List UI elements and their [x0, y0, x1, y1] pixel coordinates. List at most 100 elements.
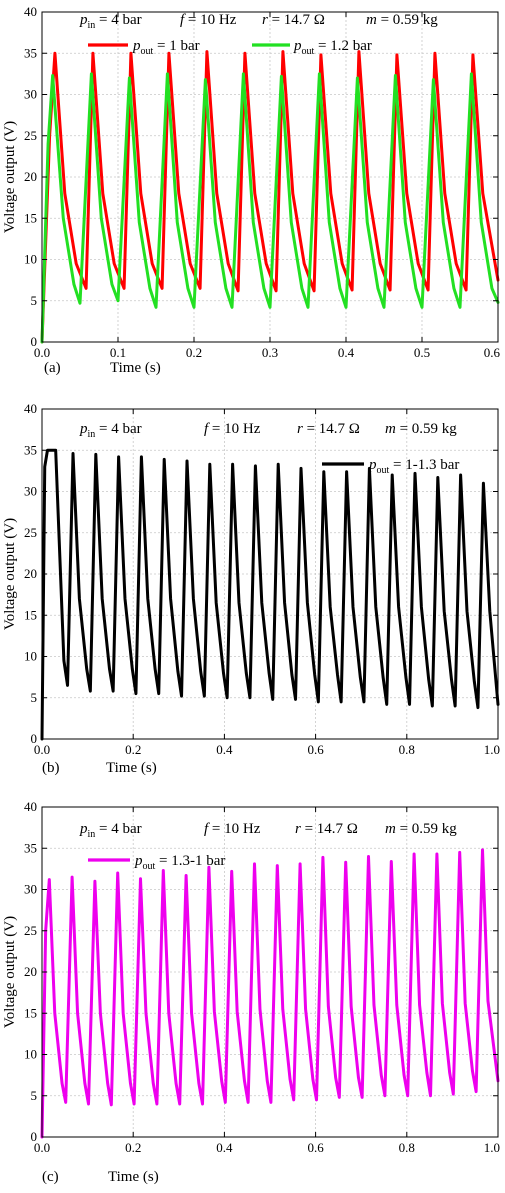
- annotation-r: r = 14.7 Ω: [297, 421, 360, 437]
- annotation-r-symbol: r: [295, 821, 301, 837]
- x-tick-label: 0.4: [216, 742, 233, 757]
- y-tick-label: 20: [24, 169, 37, 184]
- y-tick-label: 5: [31, 1088, 38, 1103]
- annotation-m-text: = 0.59 kg: [396, 821, 457, 837]
- annotation-pin-subscript: in: [88, 829, 96, 840]
- y-tick-label: 10: [24, 1047, 37, 1062]
- legend-label-1: pout = 1.3-1 bar: [134, 853, 225, 872]
- legend-label-2-subscript: out: [302, 46, 315, 57]
- annotation-f-symbol: f: [204, 821, 210, 837]
- annotation-r: r = 14.7 Ω: [262, 12, 325, 28]
- annotation-pin-text: = 4 bar: [95, 12, 141, 28]
- x-tick-label: 1.0: [484, 742, 500, 757]
- y-tick-label: 0: [31, 731, 38, 746]
- annotation-r-text: = 14.7 Ω: [268, 12, 325, 28]
- annotation-m: m = 0.59 kg: [385, 421, 457, 437]
- legend-label-1-subscript: out: [141, 46, 154, 57]
- legend-label-1-symbol: p: [134, 853, 143, 869]
- x-axis-label: Time (s): [110, 360, 161, 376]
- y-tick-label: 30: [24, 87, 37, 102]
- legend-label-1-subscript: out: [377, 465, 390, 476]
- x-tick-label: 0.6: [484, 345, 501, 360]
- x-tick-label: 0.4: [338, 345, 355, 360]
- annotation-f: f = 10 Hz: [180, 12, 237, 28]
- annotation-r-text: = 14.7 Ω: [303, 421, 360, 437]
- legend-label-1: pout = 1 bar: [132, 38, 200, 57]
- annotation-m-symbol: m: [385, 421, 396, 437]
- x-tick-label: 0.2: [186, 345, 202, 360]
- annotation-f: f = 10 Hz: [204, 421, 261, 437]
- x-tick-label: 0.6: [307, 1140, 324, 1155]
- annotation-f-symbol: f: [204, 421, 210, 437]
- y-tick-label: 15: [24, 1005, 37, 1020]
- y-tick-label: 40: [24, 799, 37, 814]
- y-tick-label: 35: [24, 45, 37, 60]
- annotation-m-text: = 0.59 kg: [396, 421, 457, 437]
- y-axis-label: Voltage output (V): [2, 916, 18, 1028]
- annotation-pin-symbol: p: [79, 12, 88, 28]
- annotation-m: m = 0.59 kg: [366, 12, 438, 28]
- y-tick-label: 35: [24, 442, 37, 457]
- annotation-pin: pin = 4 bar: [79, 12, 142, 31]
- x-tick-label: 1.0: [484, 1140, 500, 1155]
- x-tick-label: 0.1: [110, 345, 126, 360]
- series-line-1: [40, 448, 500, 741]
- annotation-pin-subscript: in: [88, 429, 96, 440]
- y-tick-label: 30: [24, 882, 37, 897]
- y-tick-label: 20: [24, 566, 37, 581]
- chart-panel-b: 0 5 10 15 20 25 30 35 40 0.0 0.2 0.4 0.6 0.8 1.0 Voltag…: [2, 401, 500, 776]
- legend-label-1-subscript: out: [143, 861, 156, 872]
- annotation-pin-symbol: p: [79, 821, 88, 837]
- annotation-f-symbol: f: [180, 12, 186, 28]
- y-tick-label: 0: [31, 1129, 38, 1144]
- y-tick-label: 15: [24, 607, 37, 622]
- annotation-pin: pin = 4 bar: [79, 421, 142, 440]
- legend-label-1-text: = 1.3-1 bar: [155, 853, 225, 869]
- x-tick-label: 0.0: [34, 742, 50, 757]
- annotation-pin-subscript: in: [88, 20, 96, 31]
- y-tick-label: 30: [24, 484, 37, 499]
- x-tick-label: 0.5: [414, 345, 430, 360]
- y-tick-label: 40: [24, 4, 37, 19]
- chart-panel-c: 0 5 10 15 20 25 30 35 40 0.0 0.2 0.4 0.6 0.8 1.0 Voltag…: [2, 799, 500, 1185]
- series-line-1: [40, 50, 500, 344]
- series-line-1: [40, 848, 500, 1139]
- annotation-m-text: = 0.59 kg: [377, 12, 438, 28]
- y-tick-label: 40: [24, 401, 37, 416]
- y-axis-label: Voltage output (V): [2, 121, 18, 233]
- annotation-f-text: = 10 Hz: [208, 421, 261, 437]
- y-tick-label: 15: [24, 210, 37, 225]
- legend-label-1-text: = 1 bar: [153, 38, 199, 54]
- series-line-2: [40, 72, 500, 344]
- annotation-r-text: = 14.7 Ω: [301, 821, 358, 837]
- panel-label: (c): [42, 1169, 59, 1185]
- annotation-pin-text: = 4 bar: [95, 421, 141, 437]
- legend-label-2-symbol: p: [293, 38, 302, 54]
- x-tick-label: 0.2: [125, 742, 141, 757]
- panel-label: (b): [42, 760, 60, 776]
- x-tick-label: 0.0: [34, 345, 50, 360]
- legend-label-1-symbol: p: [368, 457, 377, 473]
- annotation-m: m = 0.59 kg: [385, 821, 457, 837]
- legend-label-1-text: = 1-1.3 bar: [389, 457, 459, 473]
- y-tick-label: 25: [24, 128, 37, 143]
- annotation-r-symbol: r: [297, 421, 303, 437]
- annotation-f-text: = 10 Hz: [184, 12, 237, 28]
- x-tick-label: 0.4: [216, 1140, 233, 1155]
- panel-label: (a): [44, 360, 61, 376]
- annotation-f: f = 10 Hz: [204, 821, 261, 837]
- y-tick-label: 20: [24, 964, 37, 979]
- annotation-r: r = 14.7 Ω: [295, 821, 358, 837]
- legend-label-2: pout = 1.2 bar: [293, 38, 372, 57]
- x-tick-label: 0.3: [262, 345, 278, 360]
- legend-label-1-symbol: p: [132, 38, 141, 54]
- annotation-pin: pin = 4 bar: [79, 821, 142, 840]
- x-tick-label: 0.0: [34, 1140, 50, 1155]
- annotation-m-symbol: m: [366, 12, 377, 28]
- legend-label-1: pout = 1-1.3 bar: [368, 457, 459, 476]
- x-tick-label: 0.8: [399, 742, 415, 757]
- annotation-m-symbol: m: [385, 821, 396, 837]
- y-tick-label: 0: [31, 334, 38, 349]
- annotation-pin-text: = 4 bar: [95, 821, 141, 837]
- y-tick-label: 35: [24, 840, 37, 855]
